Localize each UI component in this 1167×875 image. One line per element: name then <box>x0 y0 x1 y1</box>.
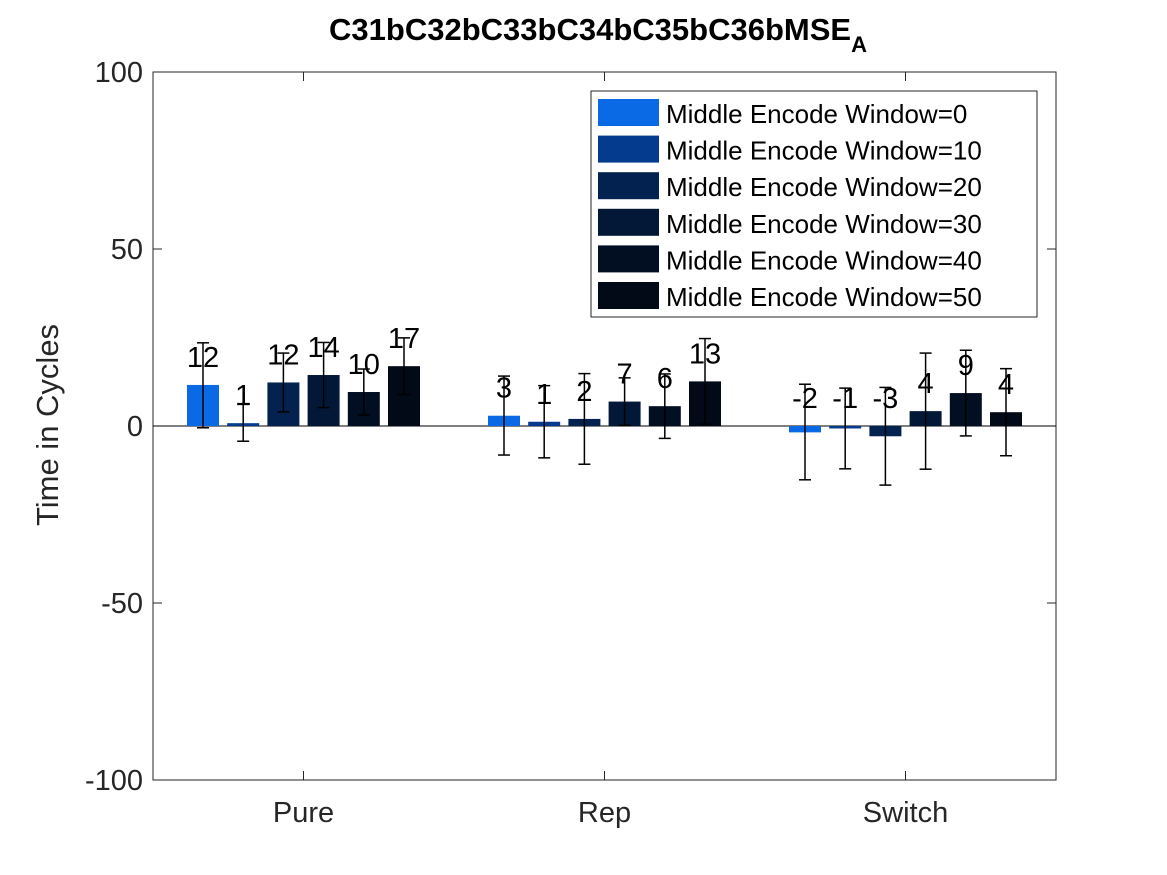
x-tick-label: Rep <box>578 797 631 829</box>
data-label: 10 <box>348 349 380 381</box>
data-label: 17 <box>388 323 420 355</box>
legend-swatch <box>598 99 659 126</box>
data-label: 1 <box>235 380 251 412</box>
legend-entry: Middle Encode Window=40 <box>666 245 982 275</box>
data-label: 9 <box>958 350 974 382</box>
data-label: 13 <box>689 338 721 370</box>
data-label: -3 <box>873 383 899 415</box>
legend-entry: Middle Encode Window=0 <box>666 99 967 129</box>
y-tick-label: -50 <box>101 588 143 620</box>
data-label: 12 <box>267 339 299 371</box>
y-axis-label: Time in Cycles <box>30 324 65 526</box>
data-label: 7 <box>617 359 633 391</box>
legend-entry: Middle Encode Window=20 <box>666 172 982 202</box>
y-tick-label: 0 <box>127 411 143 443</box>
data-label: 14 <box>307 332 339 364</box>
legend: Middle Encode Window=0 Middle Encode Wind… <box>590 90 1038 318</box>
data-label: 1 <box>536 379 552 411</box>
legend-entry: Middle Encode Window=10 <box>666 136 982 166</box>
data-label: 6 <box>657 363 673 395</box>
data-label: 4 <box>998 369 1014 401</box>
data-label: 3 <box>496 373 512 405</box>
y-tick-label: -100 <box>85 765 143 797</box>
x-tick-label: Pure <box>273 797 334 829</box>
y-tick-label: 100 <box>95 57 143 89</box>
data-label: 2 <box>576 376 592 408</box>
x-tick-label: Switch <box>863 797 948 829</box>
legend-swatch <box>598 208 659 236</box>
chart-title-subscript: A <box>851 32 867 57</box>
chart-title-group: C31bC32bC33bC34bC35bC36bMSEA <box>329 12 867 57</box>
chart-title-main: C31bC32bC33bC34bC35bC36bMSE <box>329 12 851 47</box>
data-label: -1 <box>832 383 858 415</box>
legend-swatch <box>598 282 659 309</box>
legend-swatch <box>598 245 659 273</box>
data-label: 4 <box>918 368 934 400</box>
y-tick-label: 50 <box>111 234 143 266</box>
data-label: -2 <box>792 383 818 415</box>
data-label: 12 <box>187 342 219 374</box>
legend-entry: Middle Encode Window=30 <box>666 209 982 239</box>
plot-area: -100 -50 0 50 100 Pure Rep Switch 12 3 -2 1 1 -1 12 2 -3… <box>85 57 1057 829</box>
legend-box <box>590 90 1038 318</box>
legend-swatch <box>598 172 659 200</box>
chart-title: C31bC32bC33bC34bC35bC36bMSEA <box>329 12 867 57</box>
legend-swatch <box>598 135 659 163</box>
legend-entry: Middle Encode Window=50 <box>666 282 982 312</box>
